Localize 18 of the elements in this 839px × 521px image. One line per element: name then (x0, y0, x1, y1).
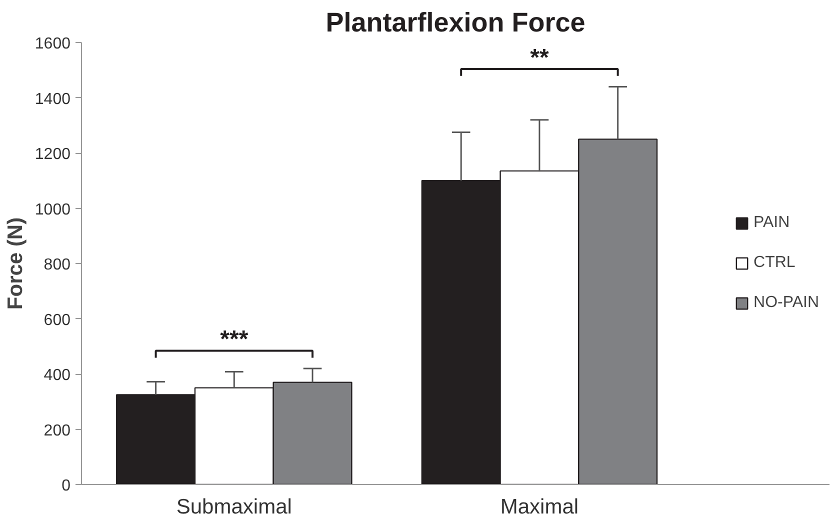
y-tick-label: 400 (44, 367, 71, 384)
y-tick-label: 800 (44, 256, 71, 274)
legend-label: CTRL (754, 254, 796, 272)
annotation: *** (220, 326, 249, 354)
x-tick-label: Submaximal (176, 496, 292, 518)
annotation: ** (530, 44, 550, 72)
legend-label: PAIN (754, 214, 790, 232)
y-axis-title: Force (N) (4, 217, 27, 310)
y-tick-label: 0 (62, 478, 71, 494)
x-tick-label: Maximal (500, 496, 579, 518)
y-tick-label: 200 (44, 422, 71, 440)
y-tick-label: 1600 (34, 36, 71, 52)
y-tick-label: 1000 (34, 201, 71, 218)
y-tick-label: 600 (44, 312, 71, 329)
chart-title: Plantarflexion Force (326, 8, 586, 38)
y-tick-label: 1200 (34, 146, 71, 163)
y-tick-label: 1400 (34, 90, 71, 108)
legend-label: NO-PAIN (754, 294, 819, 312)
